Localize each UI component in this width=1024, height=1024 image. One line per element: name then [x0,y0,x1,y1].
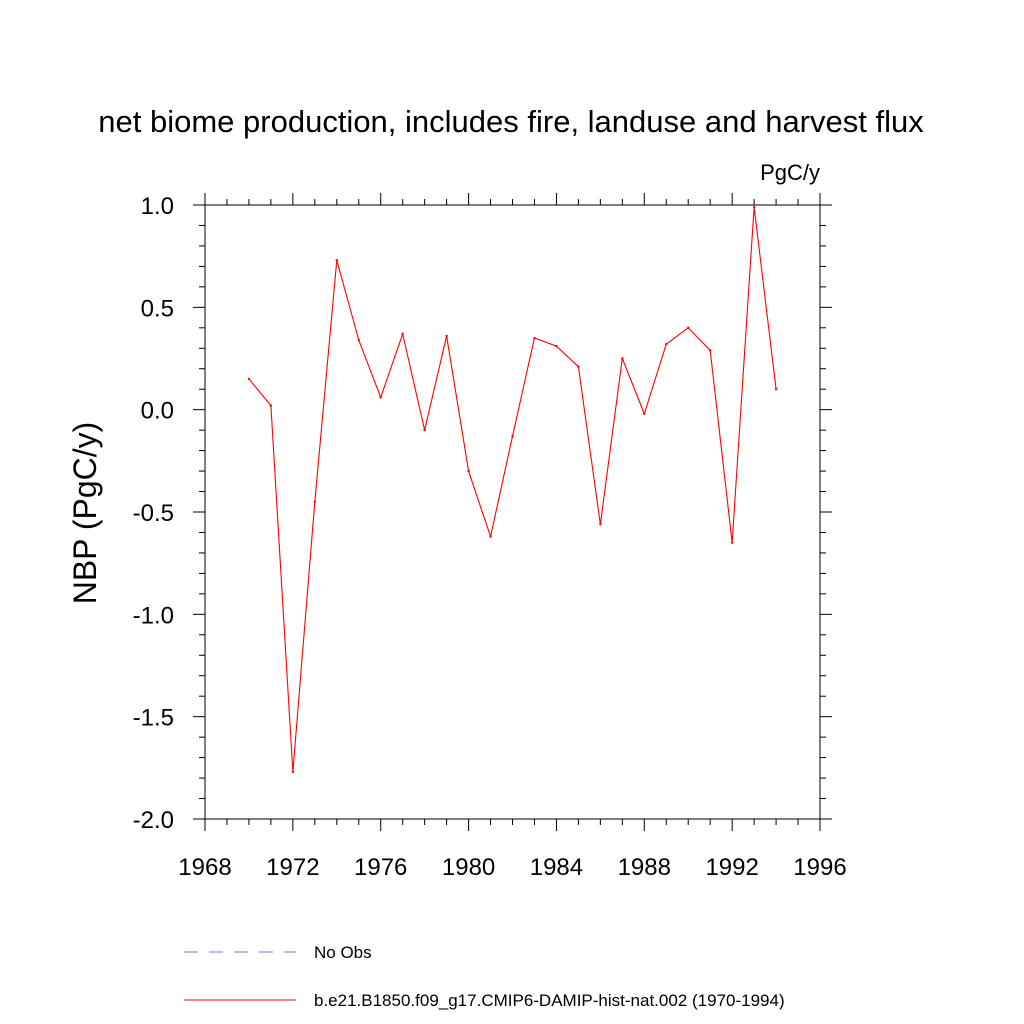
x-tick-label: 1976 [354,854,407,881]
data-point [599,523,602,526]
chart-title: net biome production, includes fire, lan… [98,104,924,139]
legend-label: b.e21.B1850.f09_g17.CMIP6-DAMIP-hist-nat… [314,991,785,1010]
x-tick-label: 1988 [618,854,671,881]
y-tick-label: 1.0 [141,193,174,220]
legend-label: No Obs [314,943,372,962]
data-point [423,428,426,432]
plot-frame [204,204,821,820]
x-tick-label: 1968 [178,854,231,881]
x-tick-label: 1980 [442,854,495,881]
data-point [467,469,470,473]
data-point [752,205,756,209]
data-point [511,435,514,438]
data-point [621,357,624,360]
series-layer [247,205,778,774]
data-point [708,349,712,352]
data-point [445,334,448,338]
y-tick-label: -0.5 [133,500,174,527]
data-point [247,377,251,381]
x-tick-label: 1984 [530,854,583,881]
x-tick-label: 1972 [266,854,319,881]
axes: 1968 1972 1976 1980 1984 1988 1992 1996 1.0 0.5 0.… [133,193,847,881]
y-tick-label: -1.5 [133,705,174,732]
data-point [379,396,382,399]
units-label: PgC/y [760,160,820,185]
data-point [291,770,295,774]
x-tick-label: 1992 [705,854,758,881]
data-point [577,365,580,368]
data-point [533,336,536,340]
x-tick-label: 1996 [793,854,846,881]
data-point [555,345,558,348]
y-tick-label: 0.0 [141,398,174,425]
data-point [687,326,690,329]
y-axis-label: NBP (PgC/y) [67,422,103,605]
y-tick-label: -2.0 [133,807,174,834]
data-point [730,541,734,544]
y-tick-label: -1.0 [133,602,174,629]
data-point [489,535,492,538]
data-point [643,412,646,415]
data-point [335,259,338,262]
series-line [248,206,777,772]
data-point [401,332,404,336]
legend: No Obs b.e21.B1850.f09_g17.CMIP6-DAMIP-hi… [184,943,785,1010]
data-point [313,500,317,503]
data-point [774,388,778,391]
data-point [269,404,273,407]
y-tick-label: 0.5 [141,295,174,322]
data-point [665,342,668,346]
data-point [357,338,360,342]
